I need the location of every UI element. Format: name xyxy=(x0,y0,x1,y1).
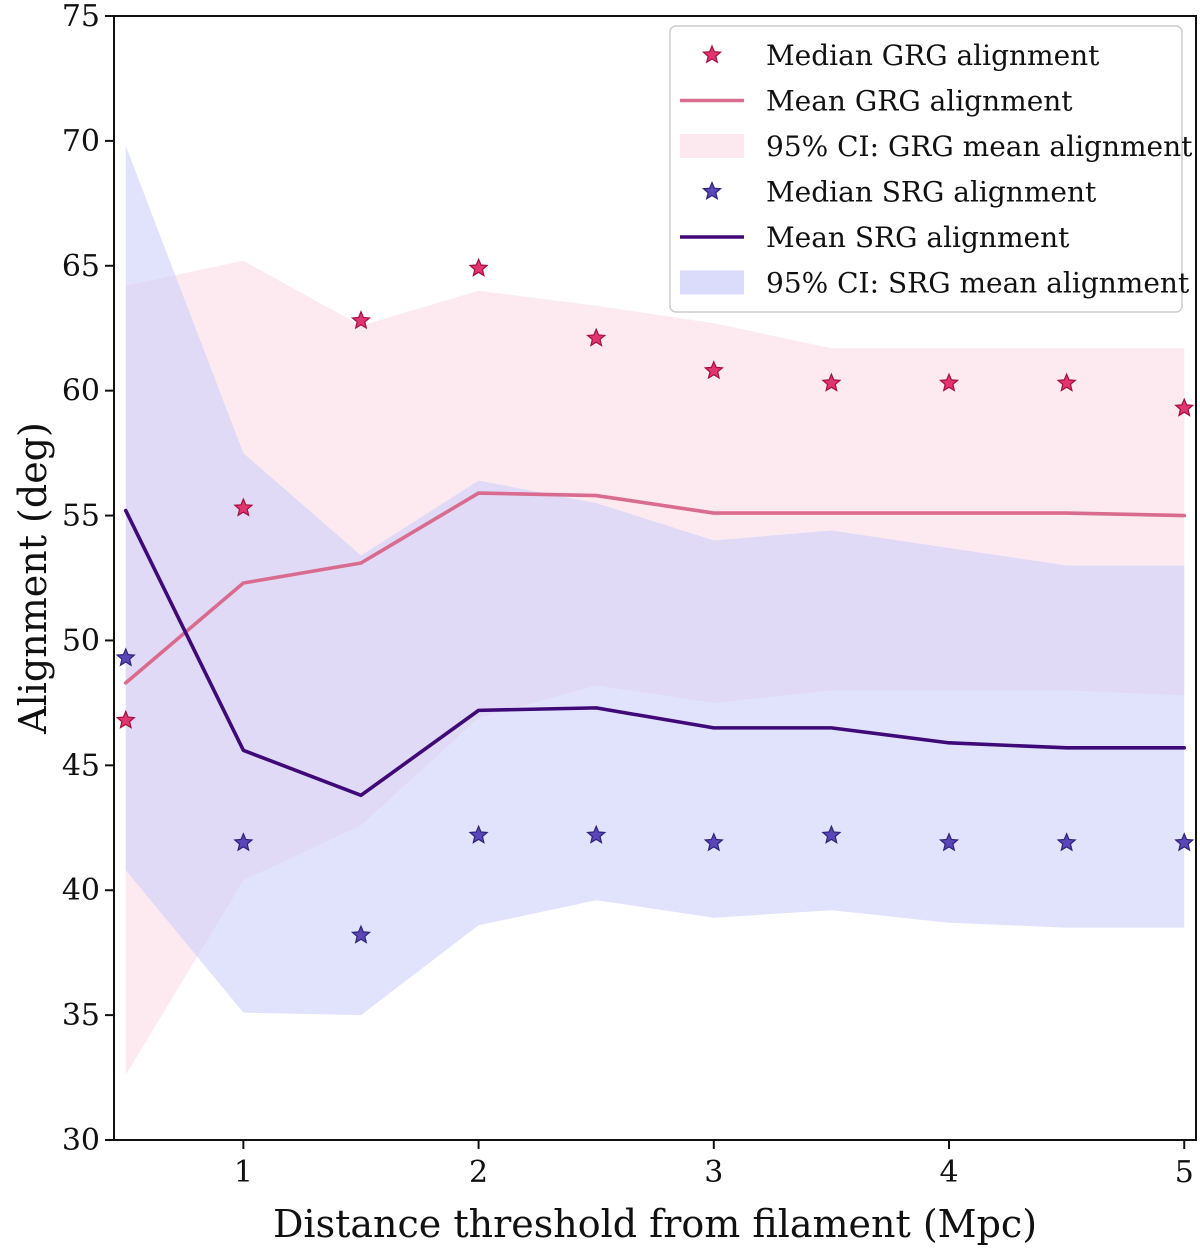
legend-label: 95% CI: SRG mean alignment xyxy=(766,267,1190,300)
y-tick-label: 65 xyxy=(62,249,100,284)
median-star-grg-point xyxy=(233,497,254,517)
median-star-grg-point xyxy=(1174,397,1195,417)
median-star-grg-point xyxy=(1056,372,1077,392)
y-tick-label: 75 xyxy=(62,0,100,34)
y-tick-label: 45 xyxy=(62,748,100,783)
x-tick-label: 3 xyxy=(704,1155,723,1190)
legend-band-srg-icon xyxy=(680,270,744,295)
legend-box xyxy=(669,25,1183,313)
x-tick-label: 2 xyxy=(469,1155,488,1190)
legend-label: Median GRG alignment xyxy=(766,39,1100,72)
y-axis-title: Alignment (deg) xyxy=(11,422,55,735)
median-star-srg-point xyxy=(1056,832,1077,852)
median-star-grg-point xyxy=(115,709,136,729)
median-star-srg-point xyxy=(233,832,254,852)
median-star-grg-point xyxy=(586,327,607,347)
mean-line-srg xyxy=(123,508,1187,798)
y-tick-label: 60 xyxy=(62,374,100,409)
legend-label: Mean GRG alignment xyxy=(766,85,1073,118)
legend-label: Median SRG alignment xyxy=(766,176,1097,209)
median-star-grg-point xyxy=(703,360,724,380)
median-star-srg-point xyxy=(821,824,842,844)
median-markers xyxy=(115,257,1195,944)
legend: Median GRG alignment Mean GRG alignment 95… xyxy=(669,25,1193,313)
ci-bands xyxy=(125,145,1185,1076)
x-axis-title: Distance threshold from filament (Mpc) xyxy=(273,1202,1037,1246)
median-star-srg-point xyxy=(468,824,489,844)
y-tick-label: 70 xyxy=(62,124,100,159)
legend-star-grg-icon xyxy=(701,44,723,64)
median-star-grg-point xyxy=(938,372,960,392)
y-tick-label: 40 xyxy=(62,873,100,908)
median-star-srg-point xyxy=(586,824,607,844)
median-star-srg-point xyxy=(1174,832,1195,852)
median-star-grg-point xyxy=(821,372,842,392)
x-tick-label: 4 xyxy=(939,1155,958,1190)
legend-band-grg-icon xyxy=(680,134,744,158)
median-star-srg-point xyxy=(703,832,724,852)
mean-line-grg xyxy=(123,491,1187,685)
mean-lines xyxy=(123,491,1187,798)
plot-frame xyxy=(113,15,1197,1141)
y-tick-label: 55 xyxy=(62,499,100,534)
y-tick-label: 50 xyxy=(62,623,100,658)
median-star-grg-point xyxy=(350,310,372,330)
y-tick-label: 30 xyxy=(62,1123,100,1158)
legend-label: Mean SRG alignment xyxy=(766,221,1070,254)
median-star-srg-point xyxy=(115,647,136,667)
x-tick-label: 5 xyxy=(1175,1155,1194,1190)
median-star-srg-point xyxy=(938,832,960,852)
ci-band-srg xyxy=(125,145,1185,1016)
median-star-grg-point xyxy=(468,257,489,277)
median-star-srg-point xyxy=(350,924,372,944)
legend-label: 95% CI: GRG mean alignment xyxy=(766,130,1193,163)
legend-star-srg-icon xyxy=(701,180,723,201)
x-tick-label: 1 xyxy=(234,1155,253,1190)
y-tick-label: 35 xyxy=(62,998,100,1033)
